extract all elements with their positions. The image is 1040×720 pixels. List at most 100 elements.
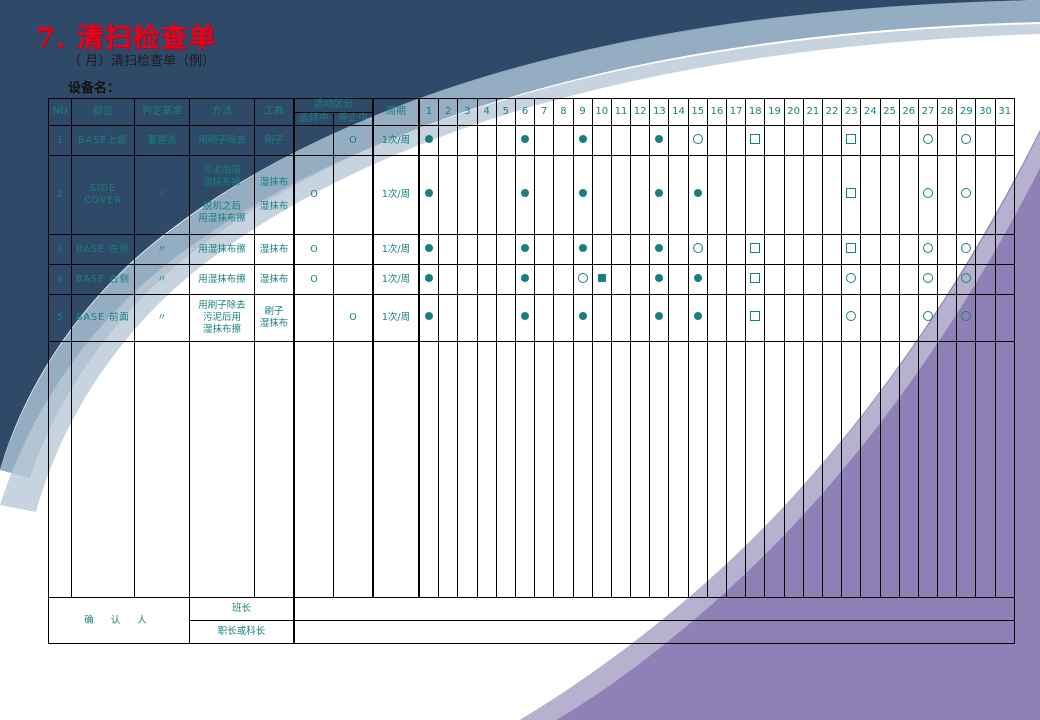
cell-day-27[interactable] bbox=[917, 264, 939, 295]
cell-day-2[interactable] bbox=[438, 264, 459, 295]
mark-sq[interactable] bbox=[846, 133, 857, 144]
cell-day-1[interactable] bbox=[418, 294, 440, 342]
mark-sq[interactable] bbox=[750, 272, 761, 283]
cell-day-30[interactable] bbox=[975, 125, 996, 156]
cell-day-12[interactable] bbox=[630, 234, 651, 265]
cell-day-13[interactable] bbox=[649, 234, 670, 265]
cell-day-10[interactable] bbox=[591, 155, 612, 235]
cell-day-11[interactable] bbox=[610, 264, 632, 295]
cell-day-17[interactable] bbox=[725, 294, 747, 342]
cell-day-7[interactable] bbox=[534, 264, 555, 295]
cell-day-24[interactable] bbox=[860, 264, 881, 295]
mark-ring[interactable] bbox=[846, 272, 857, 283]
cell-day-22[interactable] bbox=[821, 264, 843, 295]
cell-day-18[interactable] bbox=[745, 155, 766, 235]
cell-day-31[interactable] bbox=[994, 264, 1015, 295]
cell-day-4[interactable] bbox=[476, 294, 497, 342]
cell-day-29[interactable] bbox=[956, 155, 977, 235]
cell-day-18[interactable] bbox=[745, 294, 766, 342]
cell-day-1[interactable] bbox=[418, 125, 440, 156]
cell-day-3[interactable] bbox=[457, 264, 478, 295]
cell-day-25[interactable] bbox=[879, 234, 900, 265]
cell-day-25[interactable] bbox=[879, 125, 900, 156]
cell-day-17[interactable] bbox=[725, 125, 747, 156]
cell-day-16[interactable] bbox=[706, 125, 728, 156]
mark-dot[interactable] bbox=[425, 312, 434, 321]
cell-day-8[interactable] bbox=[553, 234, 574, 265]
cell-day-6[interactable] bbox=[514, 125, 536, 156]
mark-dot[interactable] bbox=[425, 134, 434, 143]
cell-day-26[interactable] bbox=[898, 155, 919, 235]
cell-day-9[interactable] bbox=[572, 125, 593, 156]
cell-day-25[interactable] bbox=[879, 294, 900, 342]
cell-day-4[interactable] bbox=[476, 125, 497, 156]
cell-day-4[interactable] bbox=[476, 234, 497, 265]
cell-day-12[interactable] bbox=[630, 155, 651, 235]
cell-day-20[interactable] bbox=[783, 234, 804, 265]
mark-sqf[interactable] bbox=[597, 273, 606, 282]
mark-dot[interactable] bbox=[578, 134, 587, 143]
cell-day-9[interactable] bbox=[572, 234, 593, 265]
cell-day-3[interactable] bbox=[457, 234, 478, 265]
cell-day-4[interactable] bbox=[476, 155, 497, 235]
mark-ring[interactable] bbox=[577, 272, 588, 283]
cell-day-11[interactable] bbox=[610, 125, 632, 156]
cell-day-9[interactable] bbox=[572, 155, 593, 235]
cell-day-6[interactable] bbox=[514, 234, 536, 265]
cell-day-23[interactable] bbox=[841, 155, 862, 235]
cell-day-22[interactable] bbox=[821, 125, 843, 156]
cell-day-21[interactable] bbox=[802, 125, 823, 156]
mark-ring[interactable] bbox=[922, 272, 933, 283]
mark-dot[interactable] bbox=[521, 189, 530, 198]
cell-day-31[interactable] bbox=[994, 234, 1015, 265]
cell-day-1[interactable] bbox=[418, 155, 440, 235]
cell-day-3[interactable] bbox=[457, 294, 478, 342]
cell-day-13[interactable] bbox=[649, 294, 670, 342]
cell-day-27[interactable] bbox=[917, 294, 939, 342]
cell-day-2[interactable] bbox=[438, 155, 459, 235]
cell-day-30[interactable] bbox=[975, 294, 996, 342]
cell-day-12[interactable] bbox=[630, 294, 651, 342]
cell-day-13[interactable] bbox=[649, 264, 670, 295]
cell-day-25[interactable] bbox=[879, 264, 900, 295]
cell-day-25[interactable] bbox=[879, 155, 900, 235]
mark-dot[interactable] bbox=[655, 189, 664, 198]
cell-day-7[interactable] bbox=[534, 294, 555, 342]
cell-day-28[interactable] bbox=[937, 294, 958, 342]
mark-dot[interactable] bbox=[693, 312, 702, 321]
cell-day-13[interactable] bbox=[649, 155, 670, 235]
cell-day-10[interactable] bbox=[591, 125, 612, 156]
cell-day-12[interactable] bbox=[630, 264, 651, 295]
cell-day-27[interactable] bbox=[917, 155, 939, 235]
cell-day-11[interactable] bbox=[610, 155, 632, 235]
mark-ring[interactable] bbox=[692, 133, 703, 144]
cell-day-17[interactable] bbox=[725, 234, 747, 265]
cell-day-15[interactable] bbox=[687, 155, 708, 235]
cell-day-20[interactable] bbox=[783, 155, 804, 235]
mark-sq[interactable] bbox=[846, 188, 857, 199]
cell-day-26[interactable] bbox=[898, 234, 919, 265]
cell-day-6[interactable] bbox=[514, 155, 536, 235]
cell-day-5[interactable] bbox=[495, 294, 516, 342]
cell-day-15[interactable] bbox=[687, 234, 708, 265]
cell-day-11[interactable] bbox=[610, 294, 632, 342]
mark-dot[interactable] bbox=[425, 243, 434, 252]
mark-ring[interactable] bbox=[922, 188, 933, 199]
cell-day-31[interactable] bbox=[994, 294, 1015, 342]
cell-day-23[interactable] bbox=[841, 234, 862, 265]
cell-day-19[interactable] bbox=[764, 264, 785, 295]
mark-dot[interactable] bbox=[578, 189, 587, 198]
mark-dot[interactable] bbox=[655, 134, 664, 143]
mark-ring[interactable] bbox=[961, 272, 972, 283]
mark-dot[interactable] bbox=[521, 312, 530, 321]
signature-field-banzhang[interactable] bbox=[292, 597, 1015, 621]
cell-day-14[interactable] bbox=[668, 234, 689, 265]
cell-day-20[interactable] bbox=[783, 294, 804, 342]
cell-day-11[interactable] bbox=[610, 234, 632, 265]
cell-day-30[interactable] bbox=[975, 264, 996, 295]
cell-day-20[interactable] bbox=[783, 125, 804, 156]
cell-day-8[interactable] bbox=[553, 125, 574, 156]
mark-ring[interactable] bbox=[846, 311, 857, 322]
cell-day-28[interactable] bbox=[937, 264, 958, 295]
cell-day-21[interactable] bbox=[802, 294, 823, 342]
